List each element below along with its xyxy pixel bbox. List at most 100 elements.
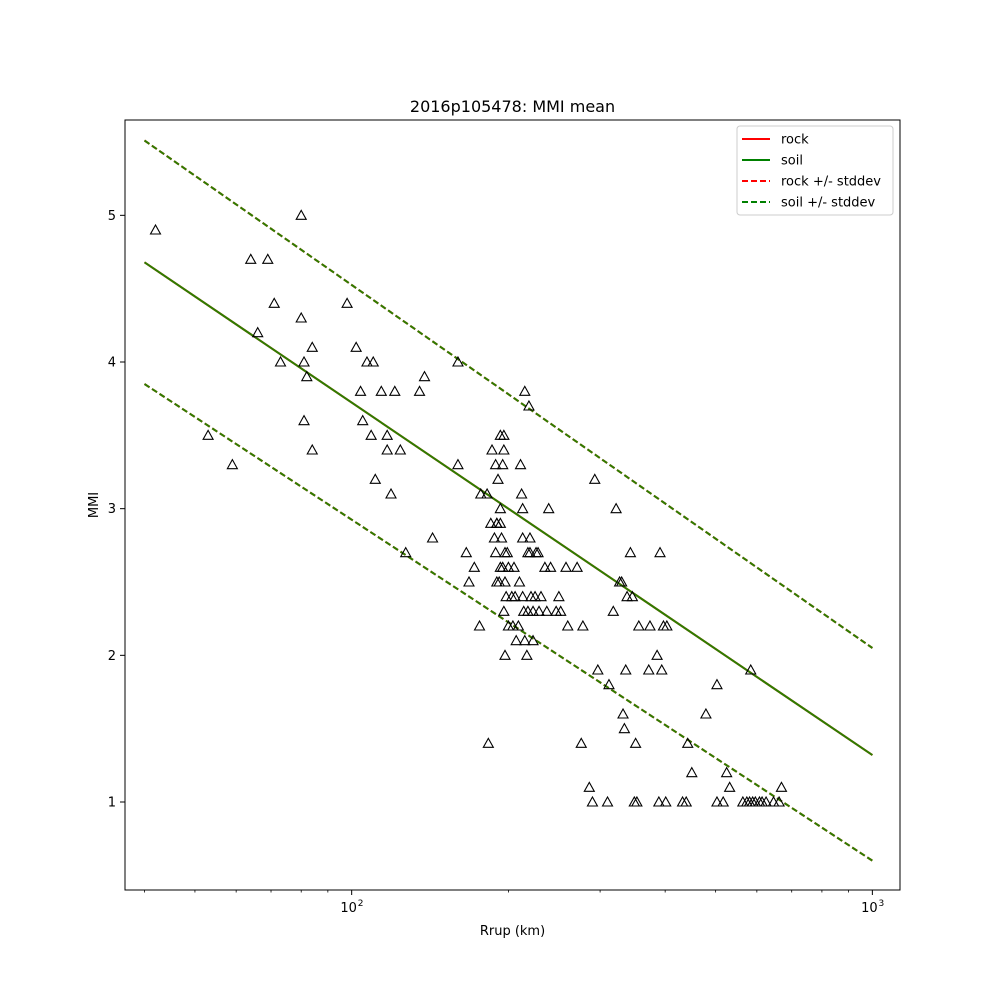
data-point xyxy=(560,561,572,572)
data-point xyxy=(381,429,394,440)
data-point xyxy=(306,341,319,352)
legend-label-rock-stddev: rock +/- stddev xyxy=(781,175,881,190)
data-point xyxy=(515,487,528,499)
data-point xyxy=(642,663,655,675)
data-point xyxy=(624,546,637,558)
data-point xyxy=(268,297,281,308)
series-lines xyxy=(143,139,873,862)
data-point xyxy=(513,575,526,587)
x-tick-label-exponent: 3 xyxy=(878,899,884,909)
data-point xyxy=(251,326,264,338)
data-point xyxy=(610,502,623,514)
data-point xyxy=(524,531,536,543)
data-point xyxy=(509,590,522,602)
data-point xyxy=(341,297,354,308)
data-point xyxy=(527,634,539,646)
data-point xyxy=(576,619,589,631)
data-point xyxy=(533,605,545,616)
data-point xyxy=(760,795,773,807)
data-point xyxy=(361,355,373,367)
legend-frame xyxy=(736,125,894,216)
data-point xyxy=(367,355,380,367)
data-point xyxy=(615,575,628,587)
data-point xyxy=(399,546,412,558)
data-point xyxy=(516,502,529,514)
series-line-soil-3 xyxy=(143,261,873,756)
data-point xyxy=(685,766,698,778)
data-point xyxy=(535,590,547,602)
data-point xyxy=(575,737,588,748)
data-point xyxy=(591,663,604,675)
data-point xyxy=(497,605,510,616)
data-point xyxy=(540,605,553,616)
data-point xyxy=(621,590,634,602)
data-point xyxy=(518,634,531,646)
data-point xyxy=(499,649,511,660)
y-tick-label: 4 xyxy=(108,356,116,371)
data-point xyxy=(651,649,664,660)
legend-label-rock: rock xyxy=(781,133,809,148)
data-point xyxy=(306,443,319,455)
data-point xyxy=(202,429,215,440)
data-point xyxy=(527,605,539,616)
data-point xyxy=(629,737,642,748)
data-point xyxy=(375,385,388,396)
data-point xyxy=(501,546,514,558)
data-point xyxy=(295,209,308,220)
y-axis-ticks: 1 2 3 4 5 xyxy=(108,209,125,811)
data-point xyxy=(523,399,535,411)
data-point xyxy=(571,561,584,572)
data-point xyxy=(481,487,494,499)
data-point xyxy=(607,605,620,616)
data-point xyxy=(657,619,670,631)
data-point xyxy=(654,546,666,558)
data-point xyxy=(452,355,464,367)
data-point xyxy=(489,458,502,470)
x-axis-ticks: 10 2 10 3 xyxy=(144,890,884,916)
scatter-points xyxy=(149,209,788,807)
data-point xyxy=(720,766,733,778)
legend-label-soil-stddev: soil +/- stddev xyxy=(781,196,876,211)
data-point xyxy=(492,473,504,484)
x-axis-label: Rrup (km) xyxy=(480,924,545,939)
data-point xyxy=(512,619,525,631)
x-tick-label-exponent: 2 xyxy=(358,899,364,909)
data-point xyxy=(493,575,506,587)
data-point xyxy=(516,531,529,543)
data-point xyxy=(538,561,551,572)
y-tick-label: 3 xyxy=(108,502,116,517)
data-point xyxy=(773,795,786,807)
data-point xyxy=(482,737,495,748)
y-tick-label: 2 xyxy=(108,649,116,664)
data-point xyxy=(261,253,274,264)
data-point xyxy=(499,575,511,587)
data-point xyxy=(561,619,574,631)
data-point xyxy=(529,590,541,602)
data-point xyxy=(226,458,239,470)
data-point xyxy=(588,473,601,484)
data-point xyxy=(514,458,527,470)
data-point xyxy=(775,781,788,792)
data-point xyxy=(388,385,401,396)
data-point xyxy=(460,546,473,558)
data-point xyxy=(508,561,520,572)
data-point xyxy=(494,502,507,514)
data-point xyxy=(274,355,287,367)
data-point xyxy=(711,795,723,807)
data-point xyxy=(354,385,367,396)
data-point xyxy=(520,649,533,660)
data-point xyxy=(494,429,507,440)
data-point xyxy=(489,546,502,558)
data-point xyxy=(744,663,757,675)
data-point xyxy=(644,619,656,631)
data-point xyxy=(418,370,431,382)
data-point xyxy=(495,531,508,543)
data-point xyxy=(699,707,712,719)
data-point xyxy=(532,546,544,558)
data-point xyxy=(426,531,439,543)
data-point xyxy=(497,443,510,455)
data-point xyxy=(542,502,555,514)
legend: rock soil rock +/- stddev soil +/- stddev xyxy=(736,125,894,216)
data-point xyxy=(626,590,639,602)
data-point xyxy=(630,795,643,807)
